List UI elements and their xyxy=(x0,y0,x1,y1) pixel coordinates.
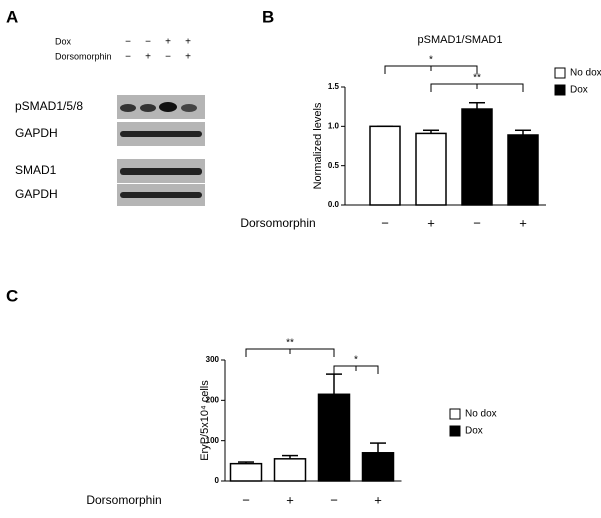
bar xyxy=(273,458,307,482)
blot-sign: + xyxy=(145,52,151,63)
blot-images xyxy=(117,95,205,206)
blot-sign: − xyxy=(145,37,151,48)
significance-bracket xyxy=(430,83,524,92)
band-label: GAPDH xyxy=(15,187,58,201)
bar xyxy=(507,134,539,206)
significance-bracket xyxy=(384,65,478,74)
panel-label: B xyxy=(262,7,274,26)
blot-sign: − xyxy=(125,37,131,48)
x-tick-label: − xyxy=(473,215,481,230)
blot-sign: − xyxy=(165,52,171,63)
y-tick-label: 100 xyxy=(206,436,220,445)
bar xyxy=(317,393,351,482)
chart-title: pSMAD1/SMAD1 xyxy=(418,34,503,46)
bar xyxy=(461,108,493,206)
bar xyxy=(369,125,401,206)
legend-swatch xyxy=(449,408,461,420)
bar xyxy=(361,452,395,482)
blot-sign: + xyxy=(185,37,191,48)
x-tick-label: + xyxy=(374,492,382,507)
legend-label: Dox xyxy=(570,85,588,96)
significance-label: * xyxy=(429,55,433,66)
blot-sign: + xyxy=(185,52,191,63)
legend-swatch xyxy=(554,67,566,79)
y-tick-label: 1.5 xyxy=(328,82,340,91)
x-tick-label: − xyxy=(242,492,250,507)
y-tick-label: 300 xyxy=(206,355,220,364)
significance-label: ** xyxy=(473,73,481,84)
x-axis-label: Dorsomorphin xyxy=(86,493,161,507)
band-label: GAPDH xyxy=(15,126,58,140)
significance-label: ** xyxy=(286,338,294,349)
significance-label: * xyxy=(354,355,358,366)
legend-label: No dox xyxy=(570,68,601,79)
blot-row-label: Dox xyxy=(55,36,72,46)
x-tick-label: + xyxy=(286,492,294,507)
band-label: pSMAD1/5/8 xyxy=(15,99,83,113)
blot-sign: + xyxy=(165,37,171,48)
y-tick-label: 0.5 xyxy=(328,161,340,170)
y-axis-label: Normalized levels xyxy=(312,102,324,189)
y-axis-label: EryP/5x10⁴ cells xyxy=(199,380,211,461)
y-tick-label: 0.0 xyxy=(328,200,340,209)
x-tick-label: + xyxy=(519,215,527,230)
legend-label: No dox xyxy=(465,409,497,420)
blot-row-label: Dorsomorphin xyxy=(55,51,112,61)
legend-swatch xyxy=(449,425,461,437)
x-tick-label: + xyxy=(427,215,435,230)
significance-bracket xyxy=(333,365,379,374)
band-label: SMAD1 xyxy=(15,163,57,177)
x-tick-label: − xyxy=(330,492,338,507)
blot-sign: − xyxy=(125,52,131,63)
y-tick-label: 200 xyxy=(206,395,220,404)
bar xyxy=(229,462,263,482)
panel-label: A xyxy=(6,7,18,26)
x-tick-label: − xyxy=(381,215,389,230)
legend-swatch xyxy=(554,84,566,96)
y-tick-label: 0 xyxy=(215,476,220,485)
y-tick-label: 1.0 xyxy=(328,121,340,130)
panel-label: C xyxy=(6,286,18,305)
x-axis-label: Dorsomorphin xyxy=(240,216,315,230)
bar xyxy=(415,132,447,206)
significance-bracket xyxy=(245,348,335,357)
legend-label: Dox xyxy=(465,426,483,437)
